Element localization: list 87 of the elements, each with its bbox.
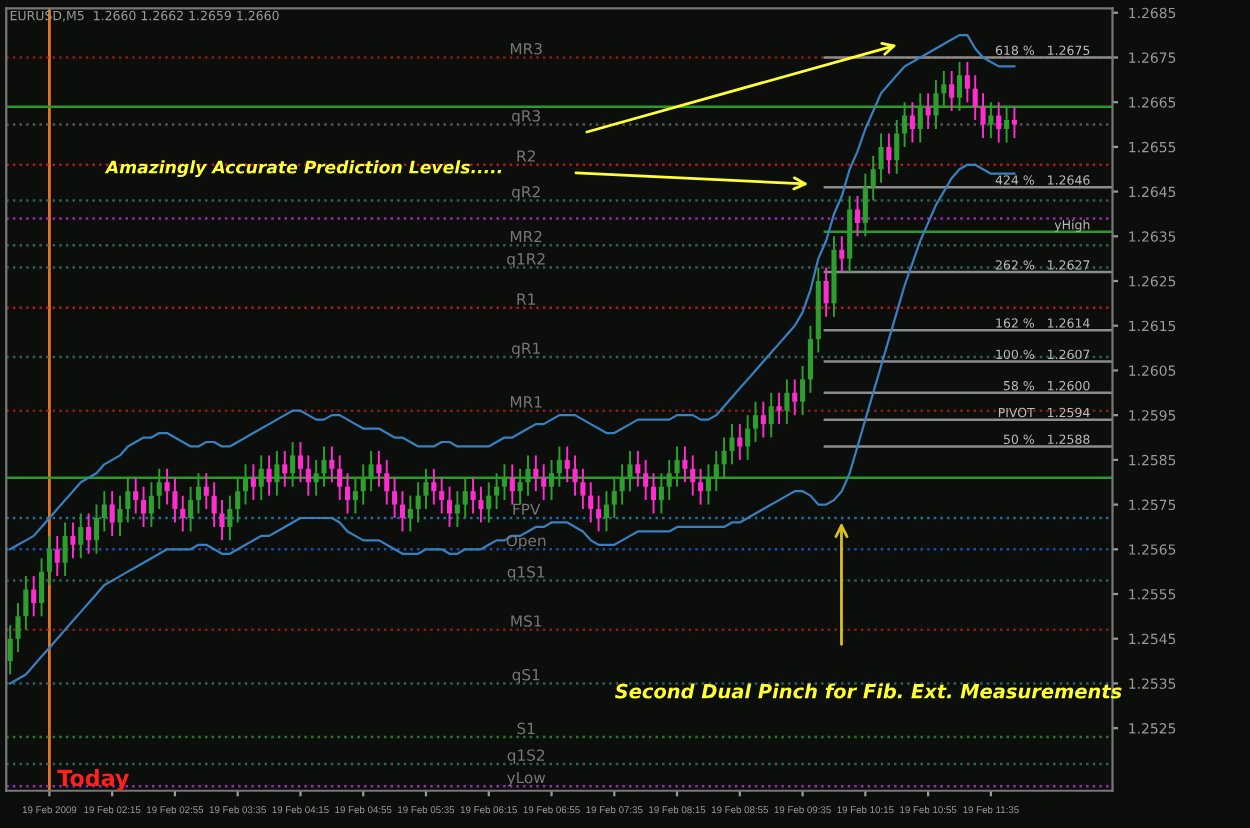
candlestick [15, 601, 21, 654]
candlestick [392, 476, 398, 519]
candlestick [690, 454, 696, 497]
candlestick [70, 521, 76, 560]
candlestick [572, 454, 578, 497]
candlestick [227, 494, 233, 542]
candlestick [117, 494, 123, 537]
candlestick [219, 499, 225, 542]
candlestick [745, 414, 751, 461]
candlestick [839, 235, 845, 274]
candlestick [46, 534, 52, 587]
candlestick [399, 490, 406, 533]
candlestick [603, 490, 609, 533]
candlestick [588, 481, 594, 524]
candlestick [635, 449, 641, 488]
candlestick [894, 119, 900, 175]
candlestick [305, 454, 311, 497]
candlestick [541, 463, 547, 502]
candlestick [446, 485, 453, 528]
candlestick [180, 494, 186, 533]
candlestick [870, 154, 876, 202]
candlestick [580, 467, 586, 511]
candlestick [39, 557, 45, 618]
candlestick [478, 485, 484, 524]
candlestick [297, 441, 304, 484]
candlestick [807, 324, 813, 394]
candlestick [784, 378, 790, 426]
candlestick [533, 454, 539, 493]
candlestick [454, 490, 460, 528]
candlestick [31, 575, 37, 618]
candlestick [282, 449, 288, 488]
candlestick [7, 624, 13, 676]
annotation: Second Dual Pinch for Fib. Ext. Measurements [614, 683, 1122, 699]
candlestick [1011, 105, 1017, 139]
candlestick [698, 467, 704, 506]
candlestick [109, 490, 115, 537]
annotation: Amazingly Accurate Prediction Levels..... [104, 160, 502, 178]
candlestick [407, 494, 413, 533]
candlestick [384, 458, 390, 506]
candlestick [337, 454, 343, 502]
candlestick [62, 521, 68, 578]
candlestick [86, 512, 92, 555]
candlestick [101, 490, 107, 533]
candlestick [823, 266, 829, 318]
candlestick [650, 472, 657, 515]
candlestick [854, 195, 861, 238]
candlestick [376, 449, 382, 488]
candlestick [266, 454, 272, 497]
candlestick [596, 494, 602, 533]
candlestick [470, 476, 476, 515]
candlestick [800, 365, 806, 417]
candlestick [886, 132, 892, 175]
candlestick [78, 512, 84, 560]
candlestick [211, 481, 217, 528]
candlestick [93, 503, 100, 555]
candlestick [188, 485, 194, 533]
candlestick [752, 400, 759, 443]
candlestick [878, 132, 884, 184]
candlestick [792, 378, 798, 417]
candlestick [972, 74, 978, 122]
candlestick [439, 476, 445, 515]
candlestick [250, 463, 256, 502]
candlestick [564, 445, 570, 484]
candlestick [768, 391, 774, 439]
candlestick [980, 92, 986, 139]
candlestick [431, 467, 437, 506]
candlestick [964, 60, 970, 104]
candlestick [344, 472, 351, 515]
candlestick [760, 400, 766, 439]
candlestick [729, 423, 735, 466]
candlestick [996, 101, 1002, 144]
candlestick [925, 92, 931, 130]
candlestick [164, 467, 170, 506]
candlestick [682, 445, 688, 484]
candlestick [172, 476, 178, 524]
candlestick [949, 69, 955, 113]
candlestick [54, 534, 60, 578]
candlestick [133, 476, 139, 515]
ref-line-label: Today [57, 769, 130, 791]
candlestick [203, 472, 209, 511]
candlestick [509, 463, 515, 506]
candlestick [909, 101, 915, 144]
candlestick [23, 575, 29, 631]
candlestick [329, 445, 335, 484]
candlestick [776, 391, 782, 426]
candlestick [643, 458, 649, 502]
candlestick [141, 485, 147, 528]
